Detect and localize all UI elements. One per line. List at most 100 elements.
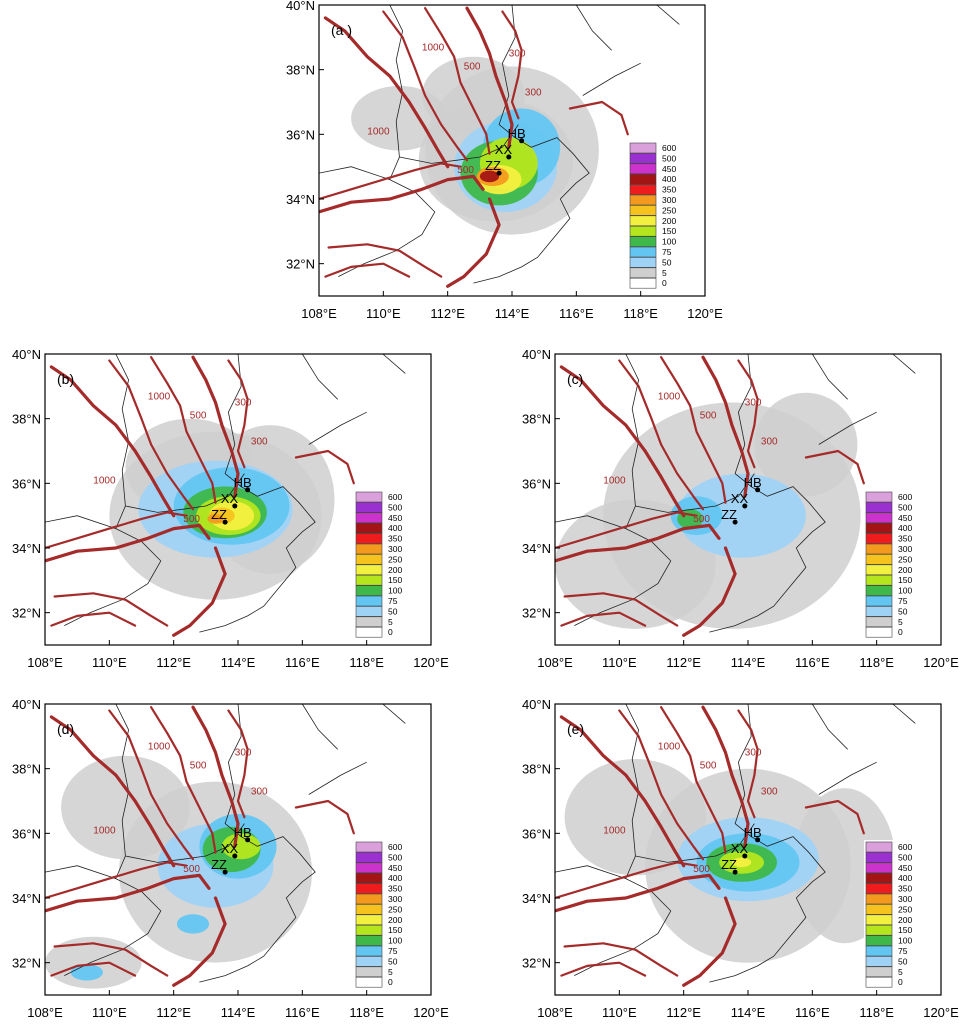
legend-swatch [355,616,383,628]
legend-swatch [865,935,893,946]
terrain-contour [501,10,523,120]
terrain-contour [319,174,485,214]
legend-level-label: 0 [388,977,393,987]
y-tick-label: 40°N [522,697,551,712]
legend-swatch [355,945,383,957]
station-xx-marker [742,853,748,859]
legend-swatch [865,491,893,503]
x-tick-label: 110°E [602,1005,637,1020]
terrain-contour [45,873,211,913]
terrain-contour [804,449,865,485]
legend-swatch [355,554,383,565]
terrain-contour [618,359,705,511]
y-tick-label: 36°N [522,476,551,491]
y-tick-label: 38°N [522,412,551,427]
boundary-line [301,354,338,400]
terrain-contour [324,262,411,278]
legend-swatch [355,883,383,894]
legend-level-label: 0 [662,278,667,288]
legend-swatch [355,914,383,926]
legend-level-label: 50 [898,956,908,966]
boundary-line [555,865,672,976]
legend-level-label: 500 [662,153,676,163]
terrain-contour [446,197,501,288]
legend-swatch [629,142,657,154]
x-tick-label: 112°E [666,655,701,670]
x-tick-label: 114°E [221,655,256,670]
legend-swatch [865,914,893,926]
legend-level-label: 75 [388,596,398,606]
contour-label: 500 [190,761,207,772]
x-tick-label: 114°E [495,306,530,321]
legend-swatch [629,205,657,216]
terrain-contour [227,359,249,469]
boundary-line [199,486,316,633]
terrain-contour [53,592,169,627]
contour-label: 1000 [93,475,116,486]
legend-level-label: 150 [662,226,676,236]
station-zz-label: ZZ [721,857,737,872]
legend-level-label: 250 [898,904,912,914]
terrain-contour [149,706,217,854]
x-tick-label: 116°E [285,1005,320,1020]
legend-level-label: 50 [898,606,908,616]
boundary-line [635,823,755,863]
boundary-line [709,486,826,633]
contour-label: 1000 [658,741,681,752]
terrain-contour [555,873,721,913]
boundary-line [892,704,916,724]
precip-area [221,833,261,860]
legend-swatch [355,956,383,967]
legend-swatch [629,194,657,206]
legend-swatch [355,564,383,576]
legend-swatch [355,491,383,503]
station-xx-label: XX [731,841,749,856]
legend-level-label: 200 [662,216,676,226]
contour-label: 1000 [422,42,445,53]
terrain-contour [227,709,249,819]
legend-level-label: 400 [388,523,402,533]
legend-level-label: 100 [388,936,402,946]
legend-swatch [865,585,893,596]
legend-level-label: 75 [898,946,908,956]
contour-label: 500 [700,411,717,422]
y-tick-label: 40°N [12,697,41,712]
boundary-line [399,124,519,164]
legend-swatch [355,935,383,946]
y-tick-label: 34°N [12,541,41,556]
legend-level-label: 150 [898,925,912,935]
station-zz-marker [222,519,228,525]
terrain-contour [659,356,727,504]
y-tick-label: 34°N [522,541,551,556]
station-xx-marker [742,503,748,509]
terrain-contour [294,449,355,485]
contour-label: 1000 [603,475,626,486]
y-tick-label: 40°N [286,0,315,13]
terrain-contour [50,611,137,627]
legend-level-label: 450 [388,513,402,523]
legend-swatch [865,564,893,576]
boundary-line [382,354,406,374]
legend-swatch [355,533,383,544]
x-tick-label: 112°E [156,655,191,670]
boundary-line [301,704,338,750]
legend-swatch [865,883,893,894]
x-tick-label: 120°E [413,655,449,670]
x-tick-label: 114°E [221,1005,256,1020]
terrain-contour [294,799,355,835]
legend-swatch [355,543,383,555]
terrain-contour [172,896,227,987]
terrain-contour [108,359,195,511]
x-tick-label: 120°E [923,655,959,670]
terrain-contour [319,162,462,201]
legend-swatch [355,862,383,874]
x-tick-label: 116°E [285,655,320,670]
legend-swatch [865,595,893,607]
legend-level-label: 5 [898,967,903,977]
legend-level-label: 400 [388,873,402,883]
